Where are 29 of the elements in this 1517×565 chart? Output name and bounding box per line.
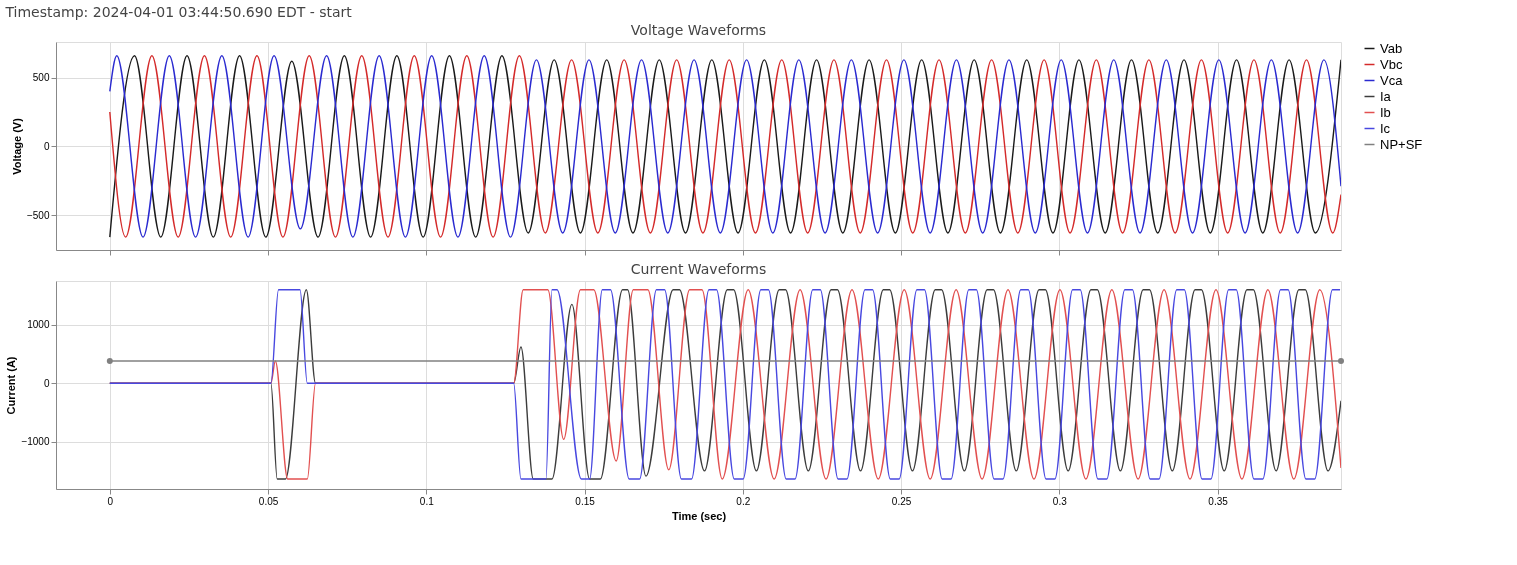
x-tick-label: 0.35 (1208, 495, 1229, 507)
x-tick-label: 0.1 (419, 495, 435, 507)
legend-label: Ic (1380, 120, 1391, 136)
chart-title: Voltage Waveforms (630, 22, 767, 38)
legend-label: Vbc (1380, 56, 1403, 72)
legend-label: Ib (1380, 104, 1391, 120)
line-series (109, 289, 1341, 480)
line-series (109, 55, 1341, 238)
chart-title: Current Waveforms (630, 261, 767, 277)
legend-label: Vab (1380, 40, 1403, 56)
legend-label: NP+SF (1380, 136, 1423, 152)
y-axis-title: Current (A) (5, 356, 18, 415)
text: Timestamp: 2024-04-01 03:44:50.690 EDT - start (4, 3, 353, 20)
x-tick-label: 0 (107, 495, 114, 507)
y-tick-label: −500 (26, 209, 50, 221)
y-tick-label: 500 (32, 72, 50, 84)
x-tick-label: 0.3 (1052, 495, 1068, 507)
legend-label: Ia (1380, 88, 1392, 104)
x-tick-label: 0.2 (736, 495, 751, 507)
x-tick-label: 0.05 (258, 495, 279, 507)
x-axis-title: Time (sec) (671, 509, 727, 522)
x-tick-label: 0.25 (891, 495, 912, 507)
y-tick-label: 0 (43, 377, 50, 389)
y-tick-label: 0 (43, 140, 50, 152)
y-tick-label: 1000 (27, 319, 50, 331)
y-tick-label: −1000 (21, 436, 50, 448)
y-axis-title: Voltage (V) (10, 117, 23, 175)
legend-label: Vca (1380, 72, 1404, 88)
x-tick-label: 0.15 (575, 495, 596, 507)
